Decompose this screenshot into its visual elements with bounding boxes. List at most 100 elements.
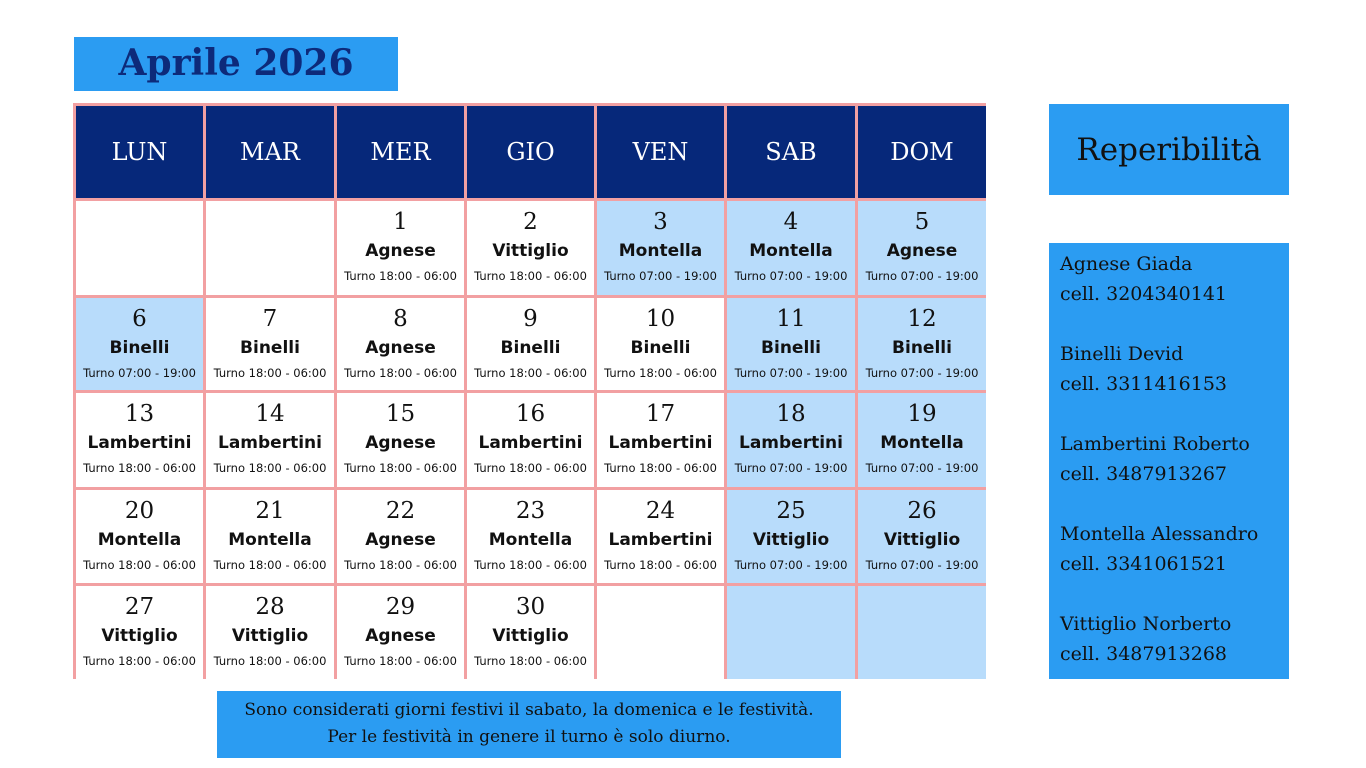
shift-time: Turno 07:00 - 19:00	[865, 558, 979, 572]
shift-time: Turno 18:00 - 06:00	[344, 461, 457, 475]
on-call-name: Agnese	[365, 530, 436, 550]
day-cell: 9 Binelli Turno 18:00 - 06:00	[467, 298, 594, 390]
day-cell: 15 Agnese Turno 18:00 - 06:00	[337, 393, 464, 487]
on-call-name: Vittiglio	[101, 626, 178, 646]
day-cell: 12 Binelli Turno 07:00 - 19:00	[858, 298, 986, 390]
contact-phone: cell. 3487913267	[1060, 463, 1228, 485]
contact-name: Binelli Devid	[1060, 343, 1184, 365]
shift-time: Turno 07:00 - 19:00	[604, 269, 717, 283]
shift-time: Turno 07:00 - 19:00	[734, 366, 848, 380]
contact-phone: cell. 3341061521	[1060, 553, 1228, 575]
day-number: 13	[124, 401, 155, 427]
day-number: 1	[393, 209, 408, 235]
day-number: 22	[385, 498, 416, 524]
day-cell: 22 Agnese Turno 18:00 - 06:00	[337, 490, 464, 583]
day-number: 21	[255, 498, 285, 524]
shift-time: Turno 07:00 - 19:00	[734, 558, 848, 572]
day-number: 4	[783, 209, 799, 235]
day-cell: 13 Lambertini Turno 18:00 - 06:00	[76, 393, 203, 487]
day-number: 23	[515, 498, 546, 524]
shift-time: Turno 07:00 - 19:00	[734, 269, 848, 283]
day-number: 5	[914, 209, 930, 235]
contact-phone: cell. 3204340141	[1060, 283, 1228, 305]
day-number: 15	[385, 401, 416, 427]
shift-time: Turno 18:00 - 06:00	[213, 366, 327, 380]
day-cell: 5 Agnese Turno 07:00 - 19:00	[858, 201, 986, 295]
contact-phone: cell. 3311416153	[1060, 373, 1228, 395]
on-call-name: Lambertini	[218, 433, 322, 453]
shift-time: Turno 18:00 - 06:00	[604, 558, 717, 572]
shift-time: Turno 18:00 - 06:00	[344, 558, 457, 572]
day-cell: 3 Montella Turno 07:00 - 19:00	[597, 201, 724, 295]
day-number: 29	[385, 594, 416, 620]
on-call-name: Vittiglio	[492, 241, 569, 261]
day-cell: 26 Vittiglio Turno 07:00 - 19:00	[858, 490, 986, 583]
day-cell: 14 Lambertini Turno 18:00 - 06:00	[206, 393, 334, 487]
day-number: 16	[515, 401, 546, 427]
day-cell: 27 Vittiglio Turno 18:00 - 06:00	[76, 586, 203, 679]
day-cell: 21 Montella Turno 18:00 - 06:00	[206, 490, 334, 583]
day-cell: 28 Vittiglio Turno 18:00 - 06:00	[206, 586, 334, 679]
contact: Agnese Giada cell. 3204340141	[1060, 249, 1289, 339]
day-cell	[858, 586, 986, 679]
day-number: 14	[255, 401, 285, 427]
shift-time: Turno 18:00 - 06:00	[83, 461, 196, 475]
on-call-name: Binelli	[892, 338, 952, 358]
shift-time: Turno 18:00 - 06:00	[474, 366, 587, 380]
day-cell: 10 Binelli Turno 18:00 - 06:00	[597, 298, 724, 390]
day-number: 8	[393, 306, 408, 332]
on-call-name: Agnese	[365, 626, 436, 646]
day-number: 11	[776, 306, 806, 332]
shift-time: Turno 18:00 - 06:00	[474, 461, 587, 475]
shift-time: Turno 18:00 - 06:00	[344, 366, 457, 380]
contact: Lambertini Roberto cell. 3487913267	[1060, 429, 1289, 519]
weekday-header: SAB	[727, 106, 855, 198]
contact-name: Agnese Giada	[1060, 253, 1193, 275]
day-number: 20	[124, 498, 155, 524]
contact-name: Montella Alessandro	[1060, 523, 1259, 545]
on-call-name: Montella	[749, 241, 833, 261]
day-cell: 8 Agnese Turno 18:00 - 06:00	[337, 298, 464, 390]
day-number: 25	[776, 498, 806, 524]
on-call-name: Binelli	[240, 338, 300, 358]
shift-time: Turno 18:00 - 06:00	[474, 558, 587, 572]
contact: Montella Alessandro cell. 3341061521	[1060, 519, 1289, 609]
day-cell: 7 Binelli Turno 18:00 - 06:00	[206, 298, 334, 390]
note: Sono considerati giorni festivi il sabat…	[217, 691, 841, 758]
shift-time: Turno 18:00 - 06:00	[213, 558, 327, 572]
day-number: 26	[907, 498, 937, 524]
on-call-name: Agnese	[886, 241, 958, 261]
on-call-name: Montella	[880, 433, 964, 453]
shift-time: Turno 18:00 - 06:00	[604, 461, 717, 475]
weekday-header: VEN	[597, 106, 724, 198]
day-cell	[206, 201, 334, 295]
contact-name: Vittiglio Norberto	[1060, 613, 1232, 635]
day-cell: 19 Montella Turno 07:00 - 19:00	[858, 393, 986, 487]
on-call-name: Lambertini	[739, 433, 843, 453]
on-call-name: Lambertini	[478, 433, 583, 453]
shift-time: Turno 07:00 - 19:00	[865, 461, 979, 475]
on-call-name: Agnese	[365, 338, 436, 358]
day-number: 27	[124, 594, 155, 620]
shift-time: Turno 07:00 - 19:00	[865, 269, 979, 283]
on-call-name: Binelli	[500, 338, 561, 358]
day-number: 24	[645, 498, 676, 524]
shift-time: Turno 07:00 - 19:00	[734, 461, 848, 475]
on-call-name: Agnese	[365, 241, 436, 261]
shift-time: Turno 18:00 - 06:00	[474, 269, 587, 283]
day-number: 30	[515, 594, 546, 620]
on-call-name: Lambertini	[608, 433, 713, 453]
day-number: 28	[255, 594, 285, 620]
on-call-name: Vittiglio	[752, 530, 830, 550]
day-cell: 30 Vittiglio Turno 18:00 - 06:00	[467, 586, 594, 679]
contact: Vittiglio Norberto cell. 3487913268	[1060, 609, 1289, 699]
month-title: Aprile 2026	[74, 37, 398, 91]
on-call-name: Montella	[97, 530, 182, 550]
day-cell: 29 Agnese Turno 18:00 - 06:00	[337, 586, 464, 679]
shift-time: Turno 18:00 - 06:00	[344, 269, 457, 283]
on-call-name: Lambertini	[87, 433, 192, 453]
on-call-name: Montella	[228, 530, 312, 550]
note-line: Per le festività in genere il turno è so…	[327, 727, 731, 747]
day-cell: 1 Agnese Turno 18:00 - 06:00	[337, 201, 464, 295]
